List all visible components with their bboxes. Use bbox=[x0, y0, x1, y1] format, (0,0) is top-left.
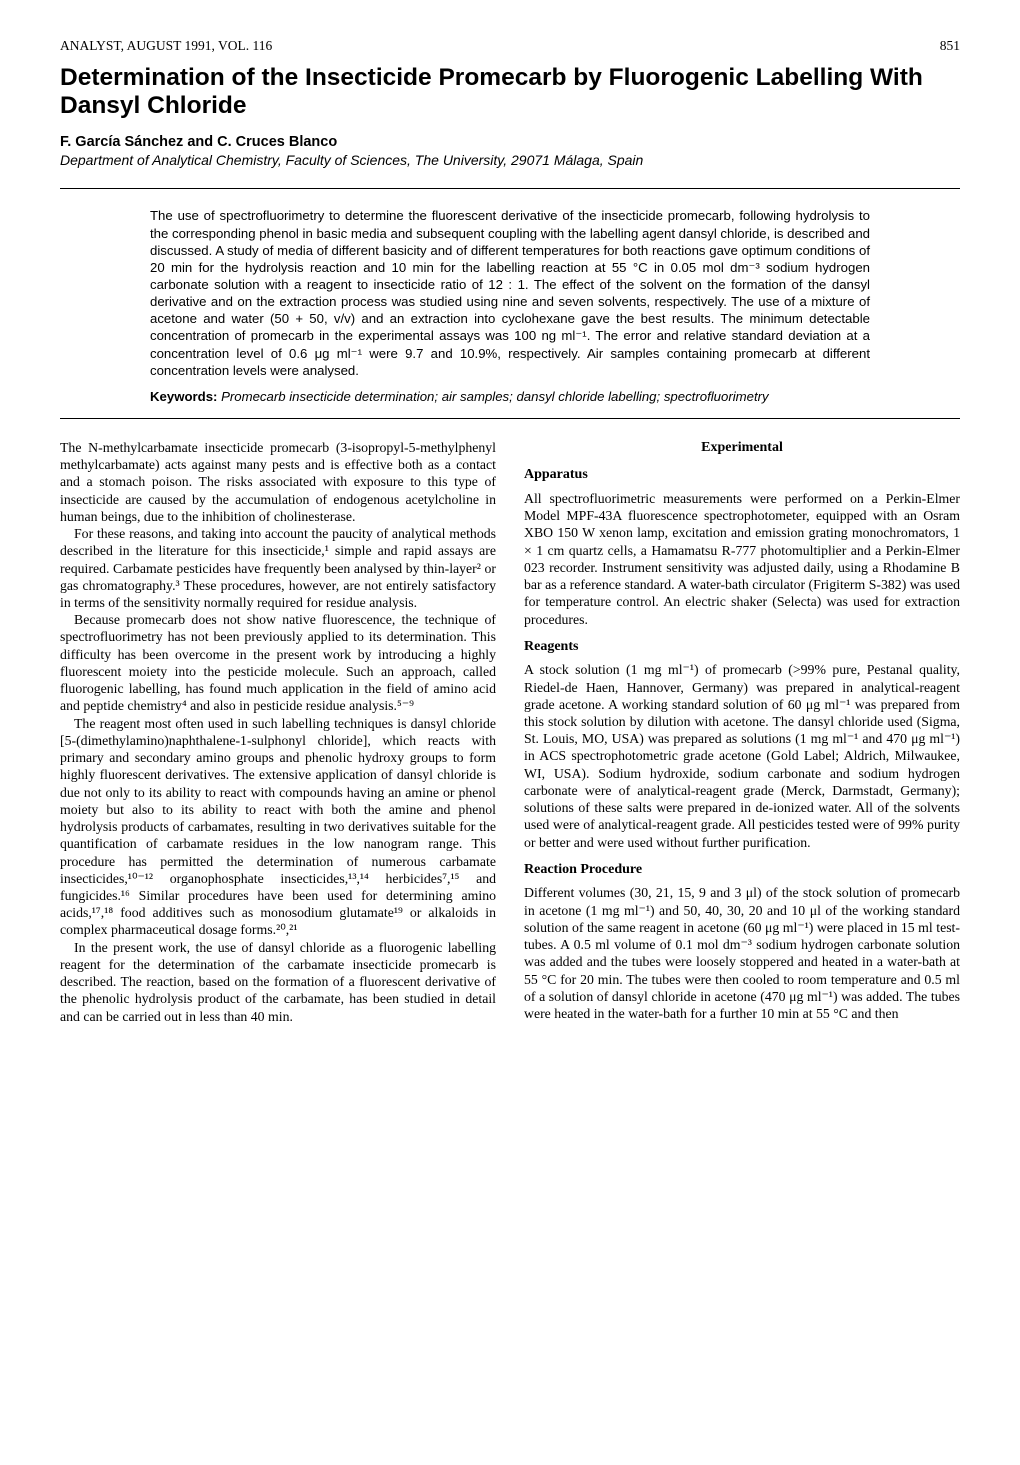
apparatus-text: All spectrofluorimetric measurements wer… bbox=[524, 490, 960, 628]
journal-header: ANALYST, AUGUST 1991, VOL. 116 bbox=[60, 38, 272, 54]
left-column: The N-methylcarbamate insecticide promec… bbox=[60, 439, 496, 1025]
affiliation: Department of Analytical Chemistry, Facu… bbox=[60, 152, 960, 168]
intro-p1: The N-methylcarbamate insecticide promec… bbox=[60, 439, 496, 525]
right-column: Experimental Apparatus All spectrofluori… bbox=[524, 439, 960, 1025]
abstract: The use of spectrofluorimetry to determi… bbox=[150, 207, 870, 379]
procedure-text: Different volumes (30, 21, 15, 9 and 3 μ… bbox=[524, 884, 960, 1022]
intro-p3: Because promecarb does not show native f… bbox=[60, 611, 496, 714]
intro-p2: For these reasons, and taking into accou… bbox=[60, 525, 496, 611]
keywords-label: Keywords: bbox=[150, 389, 217, 404]
divider-bottom bbox=[60, 418, 960, 419]
reagents-text: A stock solution (1 mg ml⁻¹) of promecar… bbox=[524, 661, 960, 851]
paper-title: Determination of the Insecticide Promeca… bbox=[60, 64, 960, 120]
apparatus-heading: Apparatus bbox=[524, 466, 960, 484]
authors: F. García Sánchez and C. Cruces Blanco bbox=[60, 134, 960, 150]
experimental-heading: Experimental bbox=[524, 439, 960, 457]
keywords-line: Keywords: Promecarb insecticide determin… bbox=[150, 389, 870, 404]
intro-p4: The reagent most often used in such labe… bbox=[60, 715, 496, 939]
procedure-heading: Reaction Procedure bbox=[524, 861, 960, 879]
divider-top bbox=[60, 188, 960, 189]
intro-p5: In the present work, the use of dansyl c… bbox=[60, 939, 496, 1025]
reagents-heading: Reagents bbox=[524, 638, 960, 656]
keywords-text: Promecarb insecticide determination; air… bbox=[221, 389, 769, 404]
page-number: 851 bbox=[940, 38, 960, 54]
